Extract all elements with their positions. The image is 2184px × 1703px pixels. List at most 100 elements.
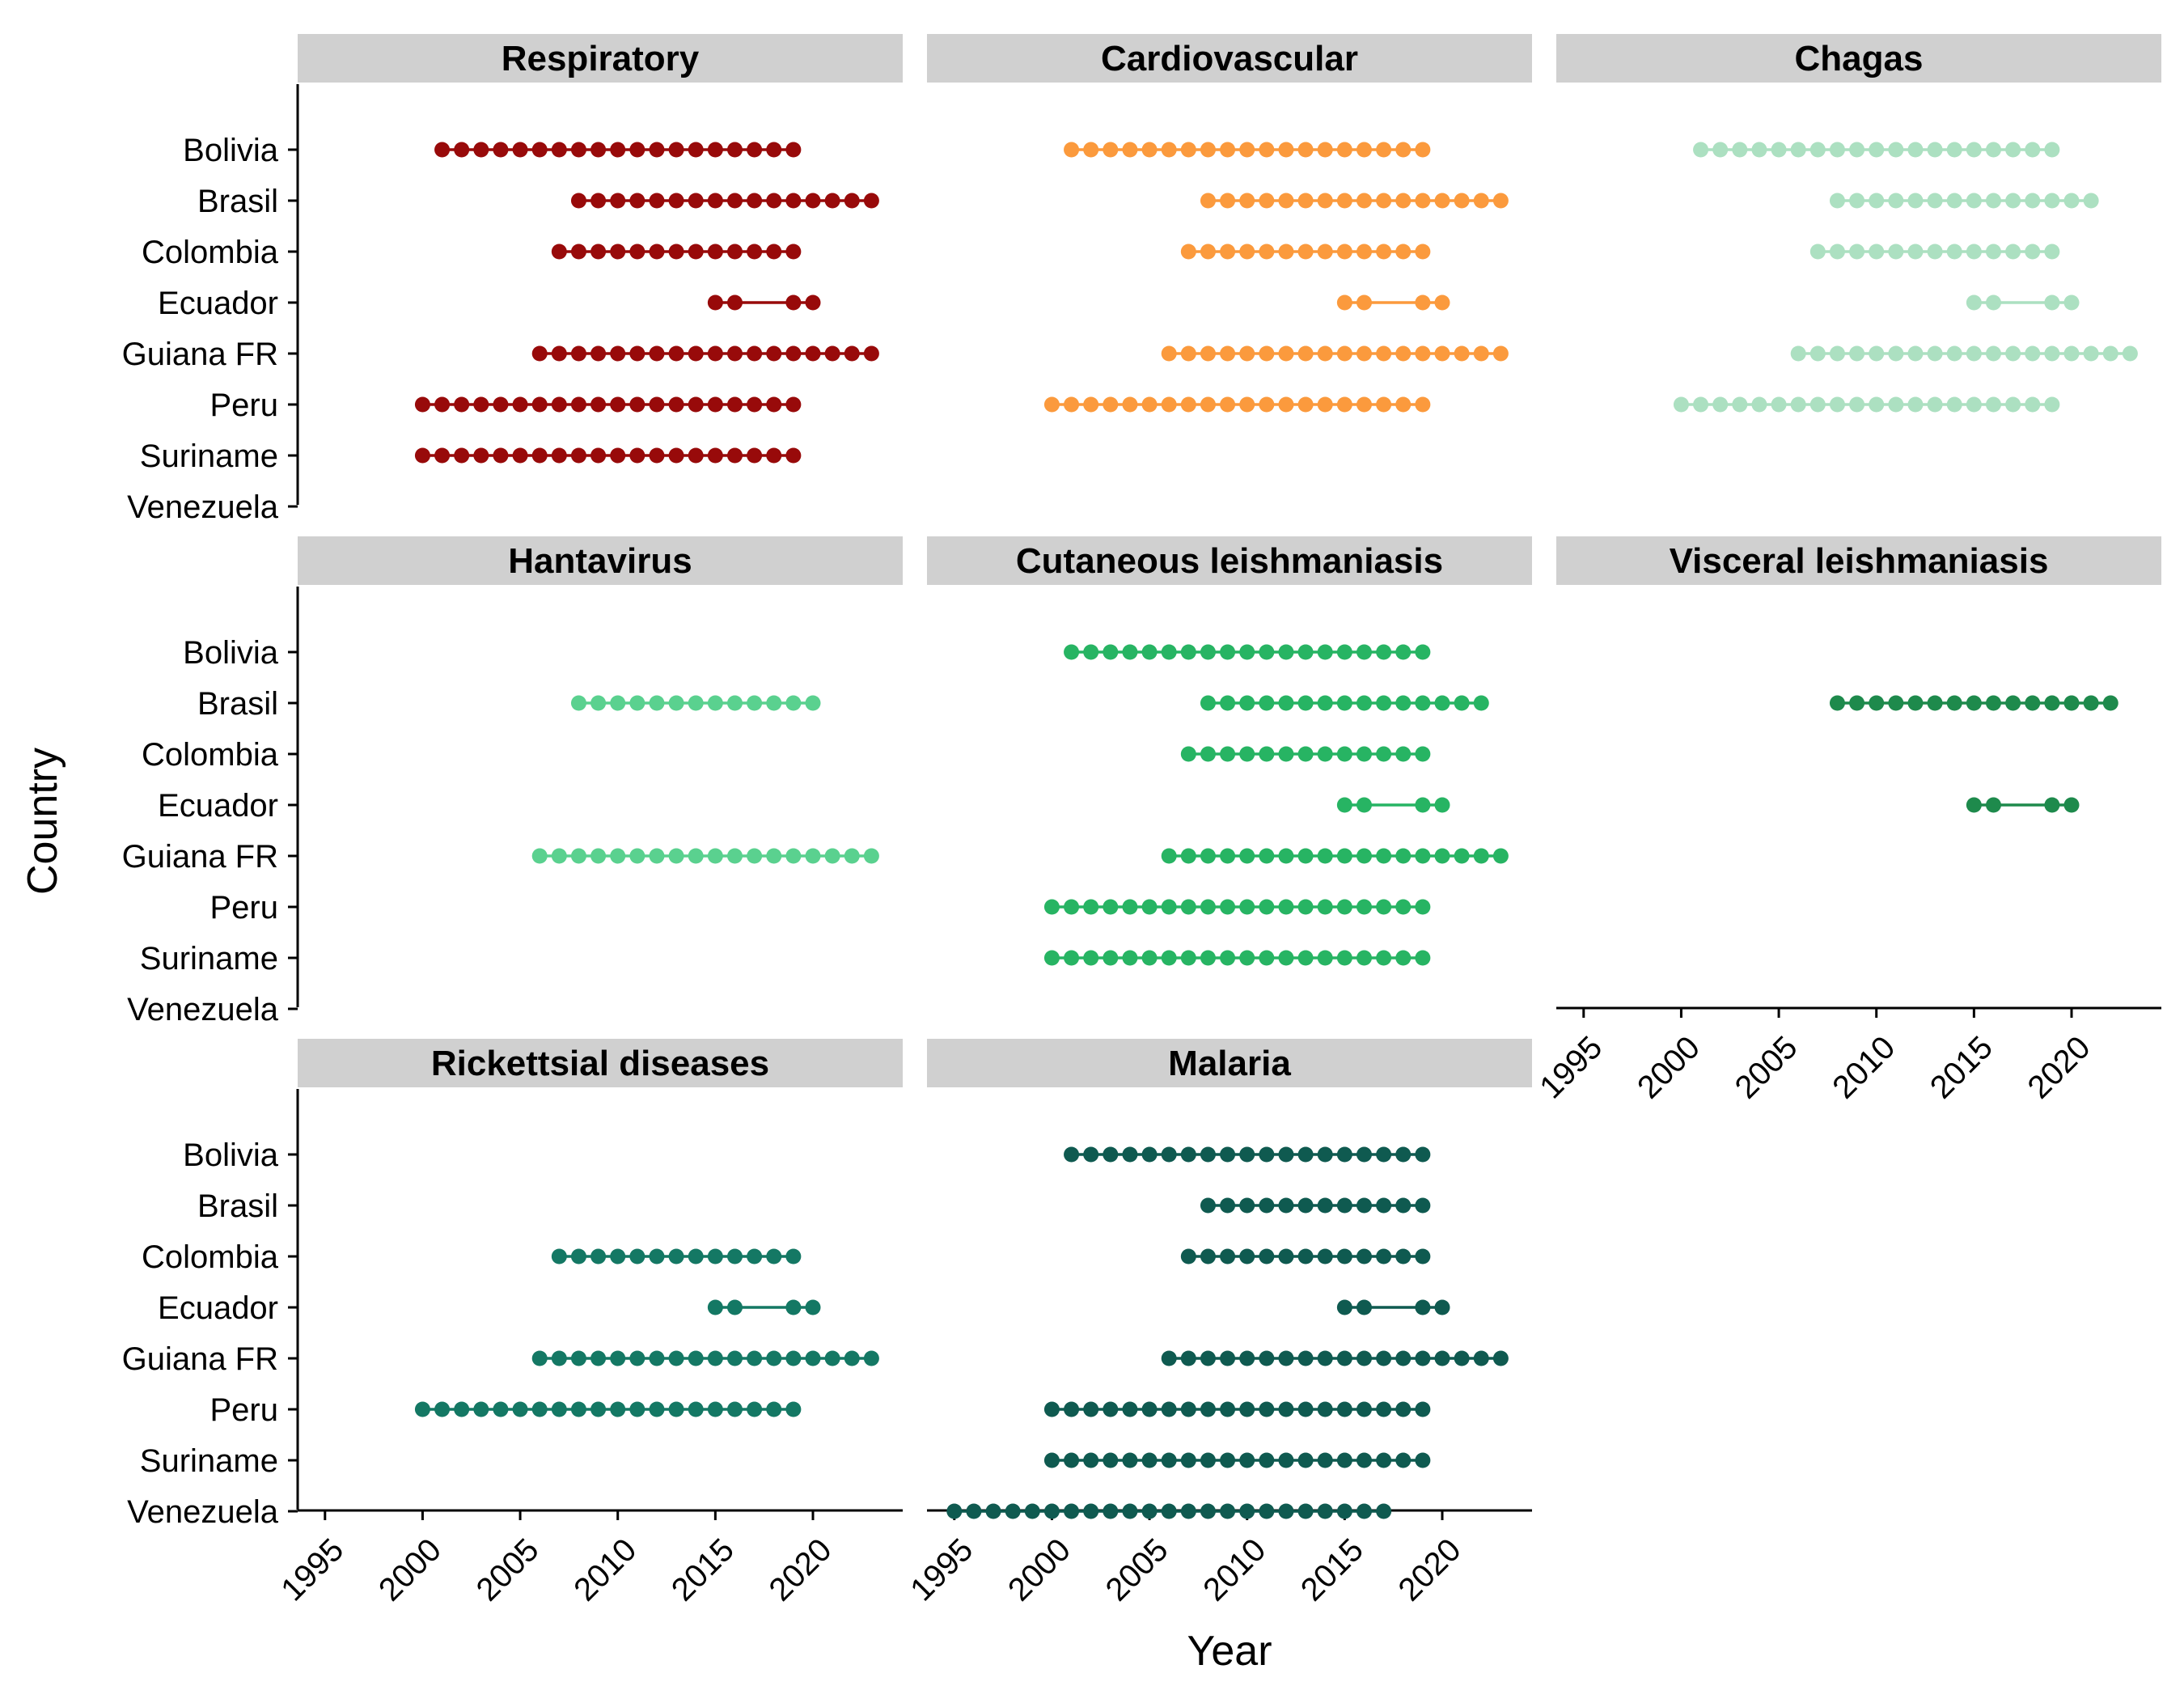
data-point-bolivia-2016 [1356, 1146, 1372, 1163]
data-point-venezuela-2010 [1239, 1503, 1255, 1519]
data-point-suriname-2016 [1356, 950, 1372, 966]
y-tick-label-bolivia: Bolivia [183, 635, 279, 671]
data-point-suriname-2013 [1297, 950, 1314, 966]
data-point-brasil-2017 [747, 193, 763, 209]
data-point-peru-2007 [1180, 396, 1196, 413]
data-point-brasil-2016 [726, 193, 743, 209]
y-tick-label-colombia: Colombia [142, 737, 279, 773]
data-point-bolivia-2017 [747, 142, 763, 158]
data-point-guiana-fr-2008 [1200, 848, 1216, 864]
data-point-guiana-fr-2016 [1356, 848, 1372, 864]
data-point-guiana-fr-2009 [1849, 345, 1865, 362]
series-suriname [1043, 950, 1431, 966]
x-tick-label-2015: 2015 [1294, 1531, 1370, 1608]
data-point-colombia-2014 [1946, 244, 1962, 260]
series-colombia [1809, 244, 2060, 260]
data-point-bolivia-2006 [1161, 1146, 1177, 1163]
data-point-peru-2005 [512, 396, 528, 413]
data-point-guiana-fr-2017 [1376, 848, 1392, 864]
data-point-bolivia-2016 [726, 142, 743, 158]
x-tick-label-2000: 2000 [1631, 1029, 1707, 1105]
data-point-guiana-fr-2010 [1239, 1350, 1255, 1366]
data-point-peru-2010 [610, 396, 626, 413]
data-point-peru-2015 [1966, 396, 1982, 413]
data-point-guiana-fr-2016 [1356, 1350, 1372, 1366]
data-point-colombia-2019 [785, 1248, 802, 1265]
data-point-bolivia-2011 [629, 142, 645, 158]
data-point-guiana-fr-2023 [863, 848, 879, 864]
data-point-guiana-fr-2008 [1829, 345, 1845, 362]
data-point-suriname-2000 [414, 447, 430, 464]
data-point-guiana-fr-2012 [1278, 848, 1294, 864]
data-point-peru-2007 [551, 1401, 567, 1417]
data-point-brasil-2011 [1259, 695, 1275, 711]
panel-title: Cutaneous leishmaniasis [1016, 541, 1443, 581]
data-point-suriname-2015 [1336, 950, 1352, 966]
series-ecuador [707, 1299, 821, 1315]
series-brasil [1200, 695, 1489, 711]
data-point-suriname-2001 [1064, 1452, 1080, 1468]
data-point-colombia-2011 [1259, 1248, 1275, 1265]
data-point-bolivia-2009 [1220, 644, 1236, 660]
x-tick-label-1995: 1995 [1533, 1029, 1609, 1105]
panel-respiratory: Respiratory Bolivia Brasil Colombia Ecuador G… [122, 34, 903, 525]
data-point-brasil-2013 [668, 193, 684, 209]
data-point-brasil-2022 [1473, 695, 1489, 711]
data-point-peru-2003 [1103, 899, 1119, 915]
data-point-guiana-fr-2016 [726, 345, 743, 362]
data-point-brasil-2020 [805, 695, 821, 711]
data-point-brasil-2010 [1239, 1197, 1255, 1214]
data-point-venezuela-2008 [1200, 1503, 1216, 1519]
data-point-colombia-2012 [1907, 244, 1924, 260]
data-point-peru-2005 [512, 1401, 528, 1417]
data-point-brasil-2015 [707, 193, 723, 209]
data-point-bolivia-2004 [1122, 644, 1138, 660]
data-point-peru-2008 [570, 396, 586, 413]
data-point-peru-2003 [1103, 396, 1119, 413]
data-point-guiana-fr-2006 [1161, 848, 1177, 864]
data-point-ecuador-2015 [707, 294, 723, 311]
data-point-colombia-2013 [668, 1248, 684, 1265]
data-point-suriname-2008 [570, 447, 586, 464]
data-point-colombia-2016 [1356, 1248, 1372, 1265]
data-point-colombia-2009 [590, 1248, 607, 1265]
data-point-bolivia-2001 [1693, 142, 1709, 158]
data-point-brasil-2010 [1239, 695, 1255, 711]
data-point-peru-2016 [1356, 899, 1372, 915]
data-point-guiana-fr-2009 [1220, 345, 1236, 362]
data-point-brasil-2010 [1869, 695, 1885, 711]
data-point-venezuela-1997 [985, 1503, 1001, 1519]
data-point-bolivia-2019 [1415, 644, 1431, 660]
data-point-bolivia-2003 [1103, 644, 1119, 660]
data-point-suriname-2012 [649, 447, 665, 464]
y-tick-label-bolivia: Bolivia [183, 1137, 279, 1173]
x-tick-label-2010: 2010 [1826, 1029, 1902, 1105]
data-point-brasil-2018 [2025, 193, 2041, 209]
x-tick-label-2005: 2005 [470, 1531, 546, 1608]
data-point-bolivia-2017 [2005, 142, 2021, 158]
data-point-peru-2009 [1849, 396, 1865, 413]
data-point-brasil-2018 [1395, 1197, 1412, 1214]
data-point-peru-2013 [1297, 899, 1314, 915]
data-point-colombia-2014 [1317, 1248, 1333, 1265]
data-point-brasil-2012 [1907, 193, 1924, 209]
data-point-guiana-fr-2021 [1454, 345, 1470, 362]
data-point-colombia-2012 [649, 1248, 665, 1265]
data-point-brasil-2011 [629, 193, 645, 209]
data-point-brasil-2015 [1336, 695, 1352, 711]
data-point-colombia-2019 [785, 244, 802, 260]
data-point-brasil-2012 [1278, 193, 1294, 209]
data-point-bolivia-2010 [610, 142, 626, 158]
panel-title: Hantavirus [508, 541, 692, 581]
data-point-brasil-2020 [1434, 193, 1450, 209]
data-point-peru-2012 [1278, 1401, 1294, 1417]
data-point-brasil-2014 [1317, 1197, 1333, 1214]
data-point-brasil-2016 [1356, 695, 1372, 711]
data-point-peru-2003 [1103, 1401, 1119, 1417]
data-point-brasil-2017 [1376, 1197, 1392, 1214]
data-point-bolivia-2001 [1064, 644, 1080, 660]
x-tick-label-2000: 2000 [372, 1531, 448, 1608]
x-tick-label-2020: 2020 [1392, 1531, 1468, 1608]
data-point-suriname-2008 [1200, 1452, 1216, 1468]
y-tick-label-suriname: Suriname [140, 438, 278, 474]
